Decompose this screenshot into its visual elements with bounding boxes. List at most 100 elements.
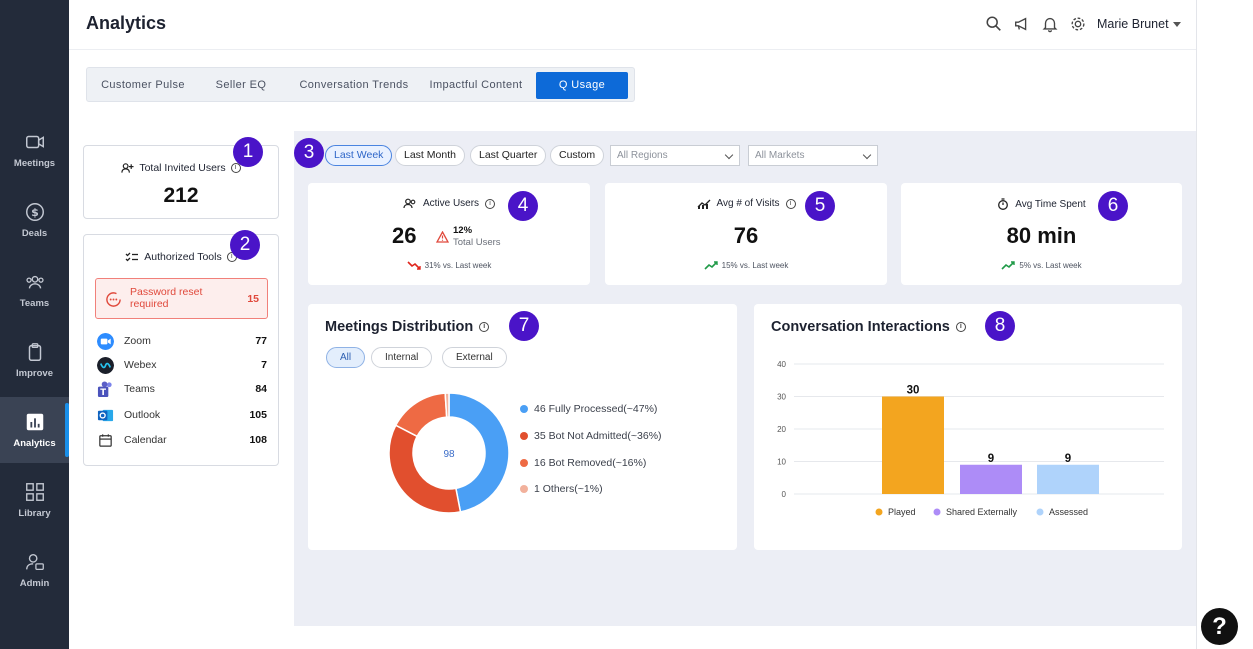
meetings-filter-all[interactable]: All — [326, 347, 366, 368]
legend-label: Played — [888, 507, 916, 517]
donut-legend-item: 1 Others(~1%) — [520, 483, 603, 495]
sidebar-item-admin[interactable]: Admin — [0, 537, 69, 603]
sidebar-item-label: Teams — [19, 298, 50, 309]
donut-slice[interactable] — [444, 392, 450, 418]
tab-conversation-trends[interactable]: Conversation Trends — [299, 79, 409, 91]
markets-select[interactable]: All Markets — [748, 145, 878, 166]
filter-last-month[interactable]: Last Month — [395, 145, 465, 166]
sidebar-item-library[interactable]: Library — [0, 467, 69, 533]
invited-users-label: Total Invited Users — [139, 162, 226, 174]
annotation-badge-6: 6 — [1098, 191, 1128, 221]
sidebar-item-teams[interactable]: Teams — [0, 257, 69, 323]
calendar-icon — [99, 433, 112, 447]
info-icon[interactable]: i — [485, 198, 496, 209]
filter-custom[interactable]: Custom — [550, 145, 605, 166]
svg-text:$: $ — [31, 206, 39, 219]
info-icon[interactable]: i — [230, 163, 241, 173]
bell-icon[interactable] — [1041, 15, 1059, 33]
tool-count: 108 — [249, 434, 267, 446]
legend-dot — [520, 432, 528, 440]
tab-q-usage[interactable]: Q Usage — [536, 72, 628, 99]
legend-label: 46 Fully Processed(~47%) — [534, 403, 658, 415]
info-icon[interactable]: i — [955, 322, 966, 332]
outlook-icon — [97, 409, 114, 421]
user-menu[interactable]: Marie Brunet — [1097, 17, 1181, 31]
analytics-tabs: Customer Pulse Seller EQ Conversation Tr… — [86, 67, 635, 102]
trend-up-icon — [704, 261, 718, 270]
sidebar-item-meetings[interactable]: Meetings — [0, 117, 69, 183]
grid-icon — [25, 483, 44, 501]
avg-visits-card: Avg # of Visits i 76 15% vs. Last week — [605, 183, 887, 285]
legend-dot — [520, 459, 528, 467]
tool-name: Outlook — [124, 409, 161, 421]
regions-select[interactable]: All Regions — [610, 145, 740, 166]
user-name: Marie Brunet — [1097, 17, 1169, 31]
active-users-card: Active Users i 26 12% Total Users 31% vs… — [308, 183, 590, 285]
meetings-filter-internal[interactable]: Internal — [371, 347, 433, 368]
bar-data-label: 9 — [1065, 453, 1071, 465]
gear-icon[interactable] — [1069, 15, 1087, 33]
invited-users-title: Total Invited Users i — [84, 162, 278, 174]
y-tick-label: 20 — [777, 425, 786, 434]
tool-count: 77 — [255, 335, 267, 347]
sidebar-item-analytics[interactable]: Analytics — [0, 397, 69, 463]
tool-row-calendar: Calendar 108 — [97, 431, 267, 449]
legend-dot — [933, 508, 941, 516]
annotation-badge-3: 3 — [294, 138, 324, 168]
password-reset-alert[interactable]: Password reset required 15 — [95, 278, 268, 319]
tab-impactful-content[interactable]: Impactful Content — [429, 79, 523, 91]
y-tick-label: 10 — [777, 458, 786, 467]
conversation-interactions-label: Conversation Interactions — [771, 319, 950, 335]
bar-data-label: 9 — [988, 453, 994, 465]
svg-text:T: T — [100, 388, 106, 398]
authorized-tools-title: Authorized Tools i — [84, 251, 278, 263]
legend-label: 35 Bot Not Admitted(~36%) — [534, 430, 662, 442]
avg-visits-value: 76 — [733, 223, 759, 248]
analytics-icon — [697, 199, 710, 209]
info-icon[interactable]: i — [785, 198, 796, 209]
sidebar-item-label: Library — [18, 508, 51, 519]
tab-seller-eq[interactable]: Seller EQ — [215, 79, 267, 91]
megaphone-icon[interactable] — [1013, 15, 1031, 33]
users-icon — [403, 198, 416, 209]
donut-slice[interactable] — [394, 392, 448, 438]
bar[interactable] — [960, 464, 1022, 494]
markets-select-value: All Markets — [755, 150, 805, 161]
avg-time-value: 80 min — [1006, 223, 1077, 248]
annotation-badge-4: 4 — [508, 191, 538, 221]
donut-center-value: 98 — [443, 449, 455, 460]
filter-last-week[interactable]: Last Week — [325, 145, 393, 166]
y-tick-label: 30 — [777, 393, 786, 402]
avg-visits-trend-text: 15% vs. Last week — [721, 261, 789, 270]
donut-legend-item: 46 Fully Processed(~47%) — [520, 403, 657, 415]
donut-slice[interactable] — [448, 392, 510, 513]
add-user-icon — [121, 163, 134, 173]
legend-dot — [1036, 508, 1044, 516]
help-button[interactable]: ? — [1201, 608, 1238, 645]
y-tick-label: 40 — [777, 360, 786, 369]
legend-label: Assessed — [1049, 507, 1088, 517]
filter-last-quarter[interactable]: Last Quarter — [470, 145, 547, 166]
authorized-tools-card: Authorized Tools i Password reset requir… — [83, 234, 279, 466]
tool-row-outlook: Outlook 105 — [97, 406, 267, 424]
donut-slice[interactable] — [388, 424, 462, 514]
sidebar-item-improve[interactable]: Improve — [0, 327, 69, 393]
sidebar-item-deals[interactable]: $ Deals — [0, 187, 69, 253]
avg-time-card: Avg Time Spent 80 min 5% vs. Last week — [901, 183, 1182, 285]
active-users-pct: 12% — [453, 225, 473, 236]
tab-customer-pulse[interactable]: Customer Pulse — [101, 79, 185, 91]
info-icon[interactable]: i — [479, 322, 490, 332]
avg-visits-trend: 15% vs. Last week — [605, 261, 887, 270]
donut-legend-item: 16 Bot Removed(~16%) — [520, 457, 646, 469]
bar[interactable] — [1037, 464, 1099, 494]
webex-icon — [97, 356, 114, 374]
meetings-filter-external[interactable]: External — [442, 347, 507, 368]
conversation-interactions-card: Conversation Interactions i 0 10 20 30 40 30 9… — [754, 304, 1182, 550]
bar-data-label: 30 — [907, 385, 920, 397]
search-icon[interactable] — [985, 15, 1003, 33]
bar[interactable] — [882, 396, 944, 495]
active-users-label: Active Users — [422, 198, 480, 209]
legend-dot — [875, 508, 883, 516]
sidebar: Meetings $ Deals Teams Improve Analytics… — [0, 0, 69, 649]
meetings-distribution-title: Meetings Distribution i — [325, 319, 490, 335]
